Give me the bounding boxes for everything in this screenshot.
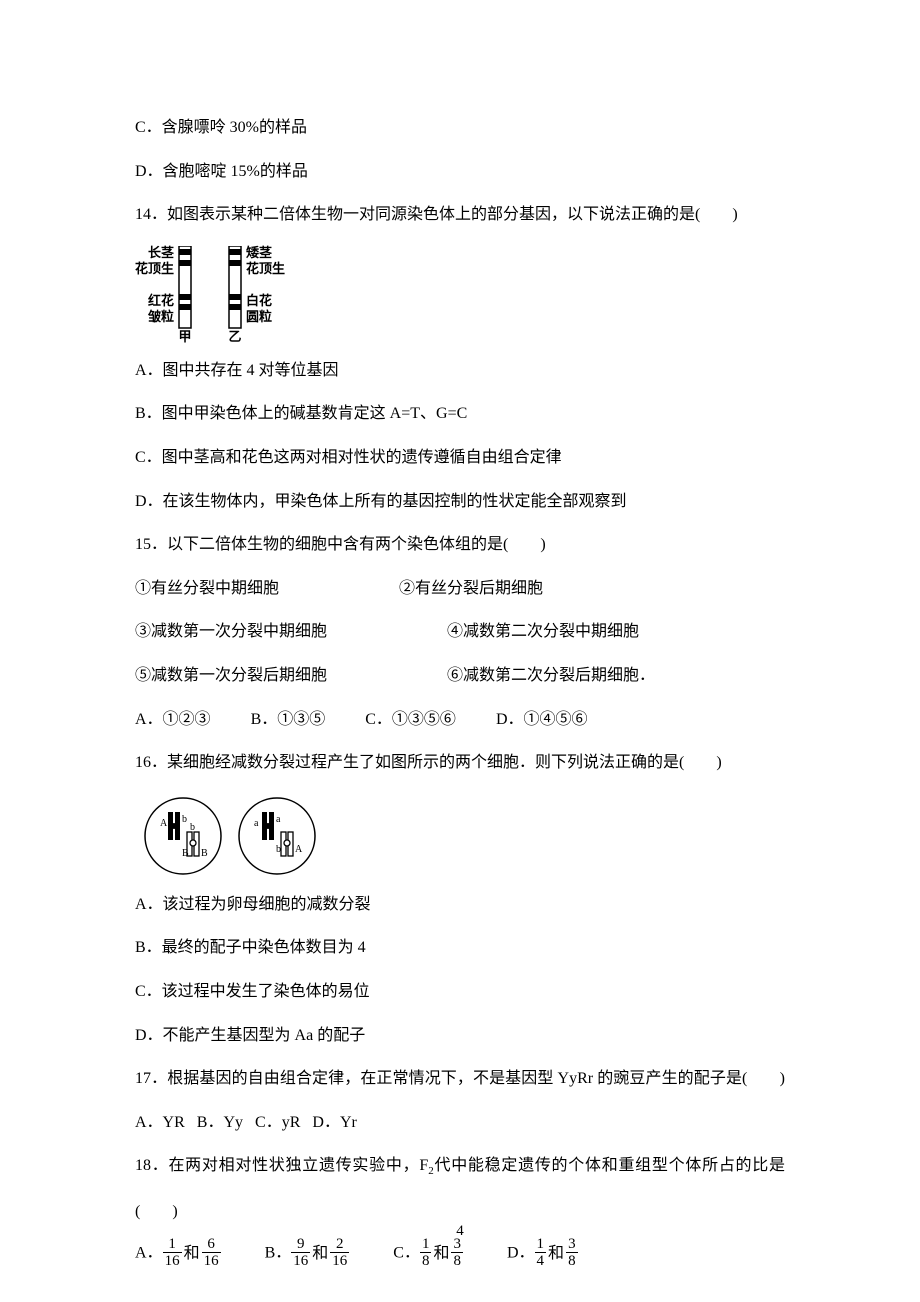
q13-option-d: D．含胞嘧啶 15%的样品 (135, 159, 785, 185)
page-content: C．含腺嘌呤 30%的样品 D．含胞嘧啶 15%的样品 14．如图表示某种二倍体… (135, 115, 785, 1289)
q15-item-6: ⑥减数第二次分裂后期细胞． (447, 663, 655, 689)
q18-d-label: D． (507, 1244, 535, 1261)
frac: 38 (451, 1236, 463, 1270)
q18-option-c: C．18和38 (393, 1237, 463, 1271)
q15-item-5: ⑤减数第一次分裂后期细胞 (135, 663, 327, 689)
svg-text:a: a (276, 814, 281, 825)
q16-option-c: C．该过程中发生了染色体的易位 (135, 979, 785, 1005)
q16-stem: 16．某细胞经减数分裂过程产生了如图所示的两个细胞．则下列说法正确的是( ) (135, 750, 785, 776)
q14-jia-label-3: 红花 (148, 294, 174, 308)
q15-options: A．①②③ B．①③⑤ C．①③⑤⑥ D．①④⑤⑥ (135, 707, 785, 733)
q17-option-c: C．yR (255, 1114, 300, 1131)
q14-jia-label-1: 长茎 (148, 246, 174, 260)
q14-yi-right-labels: 矮茎 花顶生 白花 圆粒 (246, 246, 285, 324)
q15-option-b: B．①③⑤ (251, 707, 326, 733)
q15-option-d: D．①④⑤⑥ (496, 707, 588, 733)
q15-item-2: ②有丝分裂后期细胞 (399, 576, 543, 602)
svg-text:b: b (182, 814, 187, 825)
q14-option-b: B．图中甲染色体上的碱基数肯定这 A=T、G=C (135, 401, 785, 427)
q18-option-d: D．14和38 (507, 1237, 578, 1271)
q18-option-b: B．916和216 (265, 1237, 350, 1271)
q14-jia-label-4: 皱粒 (148, 310, 174, 324)
frac: 18 (420, 1236, 432, 1270)
q14-stem: 14．如图表示某种二倍体生物一对同源染色体上的部分基因，以下说法正确的是( ) (135, 202, 785, 228)
q18-options: A．116和616 B．916和216 C．18和38 D．14和38 (135, 1237, 785, 1271)
frac: 216 (330, 1236, 349, 1270)
q14-figure: 长茎 花顶生 红花 皱粒 甲 乙 (135, 246, 785, 344)
q18-paren: ( ) (135, 1199, 785, 1225)
page-number: 4 (0, 1223, 920, 1240)
frac: 116 (163, 1236, 182, 1270)
svg-text:甲: 甲 (179, 329, 192, 344)
q14-yi-label-4: 圆粒 (246, 310, 272, 324)
q16-option-b: B．最终的配子中染色体数目为 4 (135, 935, 785, 961)
q18-stem: 18．在两对相对性状独立遗传实验中，F2代中能稳定遗传的个体和重组型个体所占的比… (135, 1153, 785, 1181)
frac: 616 (202, 1236, 221, 1270)
q14-option-c: C．图中茎高和花色这两对相对性状的遗传遵循自由组合定律 (135, 445, 785, 471)
q15-item-3: ③减数第一次分裂中期细胞 (135, 619, 327, 645)
svg-text:B: B (201, 848, 208, 859)
q14-jia-label-2: 花顶生 (135, 262, 174, 276)
q15-option-a: A．①②③ (135, 707, 211, 733)
q14-option-d: D．在该生物体内，甲染色体上所有的基因控制的性状定能全部观察到 (135, 489, 785, 515)
q16-option-d: D．不能产生基因型为 Aa 的配子 (135, 1023, 785, 1049)
q15-item-4: ④减数第二次分裂中期细胞 (447, 619, 639, 645)
q13-option-c: C．含腺嘌呤 30%的样品 (135, 115, 785, 141)
q17-option-d: D．Yr (312, 1114, 356, 1131)
q14-yi-label-1: 矮茎 (246, 246, 272, 260)
q18-stem-a: 18．在两对相对性状独立遗传实验中，F (135, 1157, 428, 1174)
svg-text:乙: 乙 (229, 329, 242, 344)
q14-chrom-jia: 长茎 花顶生 红花 皱粒 甲 (135, 246, 196, 344)
q17-option-a: A．YR (135, 1114, 185, 1131)
frac: 916 (291, 1236, 310, 1270)
svg-text:A: A (160, 818, 168, 829)
q17-options: A．YR B．Yy C．yR D．Yr (135, 1110, 785, 1136)
svg-text:a: a (254, 818, 259, 829)
q18-a-label: A． (135, 1244, 163, 1261)
q17-option-b: B．Yy (197, 1114, 243, 1131)
q18-option-a: A．116和616 (135, 1237, 221, 1271)
q15-stem: 15．以下二倍体生物的细胞中含有两个染色体组的是( ) (135, 532, 785, 558)
q18-stem-b: 代中能稳定遗传的个体和重组型个体所占的比是 (434, 1157, 785, 1174)
svg-text:b: b (276, 844, 281, 855)
svg-text:B: B (182, 848, 189, 859)
q18-b-label: B． (265, 1244, 292, 1261)
q15-items-row3: ⑤减数第一次分裂后期细胞 ⑥减数第二次分裂后期细胞． (135, 663, 785, 689)
q14-yi-label-2: 花顶生 (246, 262, 285, 276)
svg-text:A: A (295, 844, 303, 855)
q14-jia-svg: 甲 (174, 246, 196, 344)
q15-items-row2: ③减数第一次分裂中期细胞 ④减数第二次分裂中期细胞 (135, 619, 785, 645)
q16-figure: A b B B b a a b A (135, 794, 785, 878)
q14-jia-left-labels: 长茎 花顶生 红花 皱粒 (135, 246, 174, 324)
q15-items-row1: ①有丝分裂中期细胞 ②有丝分裂后期细胞 (135, 576, 785, 602)
q15-item-1: ①有丝分裂中期细胞 (135, 576, 279, 602)
q14-yi-label-3: 白花 (246, 294, 272, 308)
svg-text:b: b (190, 822, 195, 833)
q14-yi-svg: 乙 (224, 246, 246, 344)
frac: 38 (566, 1236, 578, 1270)
q17-stem: 17．根据基因的自由组合定律，在正常情况下，不是基因型 YyRr 的豌豆产生的配… (135, 1066, 785, 1092)
q18-c-label: C． (393, 1244, 420, 1261)
q16-svg: A b B B b a a b A (135, 794, 335, 878)
q16-option-a: A．该过程为卵母细胞的减数分裂 (135, 892, 785, 918)
q15-option-c: C．①③⑤⑥ (365, 707, 456, 733)
frac: 14 (535, 1236, 547, 1270)
q14-option-a: A．图中共存在 4 对等位基因 (135, 358, 785, 384)
q14-chrom-yi: 乙 矮茎 花顶生 白花 圆粒 (224, 246, 285, 344)
